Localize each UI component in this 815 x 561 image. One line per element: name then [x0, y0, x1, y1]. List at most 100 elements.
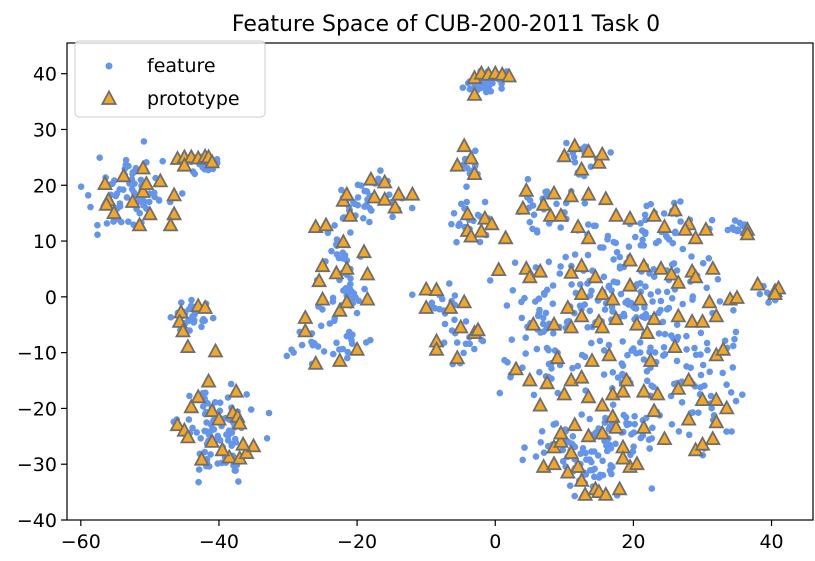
prototype-point: [428, 281, 445, 297]
prototype-point: [174, 322, 192, 338]
prototype-point: [563, 444, 580, 460]
feature-point: [625, 243, 633, 250]
prototype-point: [666, 201, 683, 217]
prototype-point: [642, 352, 659, 367]
feature-point: [679, 245, 687, 253]
feature-point: [563, 139, 570, 147]
feature-point: [632, 305, 640, 312]
feature-point: [697, 384, 704, 391]
feature-point: [451, 316, 458, 324]
feature-point: [600, 273, 608, 281]
prototype-point: [670, 307, 687, 323]
prototype-point: [618, 371, 635, 387]
feature-point: [360, 215, 367, 222]
feature-point: [683, 332, 690, 340]
legend-box: [74, 40, 266, 118]
prototype-point: [701, 293, 718, 309]
prototype-point: [473, 222, 490, 238]
feature-point: [605, 341, 613, 349]
feature-point: [536, 368, 543, 376]
feature-point: [283, 352, 291, 360]
feature-point: [317, 322, 325, 330]
prototype-point: [521, 268, 538, 284]
prototype-point: [677, 221, 694, 236]
feature-point: [708, 216, 716, 224]
prototype-point: [580, 388, 597, 404]
prototype-point: [680, 410, 697, 426]
feature-point: [616, 265, 624, 272]
prototype-point: [656, 430, 673, 446]
prototype-point: [545, 315, 563, 331]
feature-point: [344, 348, 352, 356]
prototype-point: [335, 233, 352, 249]
feature-point: [453, 238, 460, 246]
prototype-point: [704, 430, 721, 446]
feature-point: [648, 435, 656, 442]
feature-point: [631, 413, 638, 420]
feature-point: [577, 281, 584, 288]
feature-point: [654, 288, 662, 295]
feature-point: [651, 349, 659, 356]
feature-point: [699, 361, 707, 369]
prototype-point: [611, 480, 628, 496]
feature-point: [661, 330, 669, 338]
feature-point: [703, 339, 711, 347]
feature-point: [110, 218, 117, 225]
feature-point: [366, 204, 374, 212]
feature-point: [451, 292, 459, 299]
feature-point: [199, 317, 206, 325]
feature-point: [197, 435, 204, 442]
feature-point: [534, 312, 542, 320]
feature-point: [719, 369, 726, 377]
prototype-point: [552, 207, 569, 222]
feature-point: [574, 362, 582, 370]
feature-point: [569, 364, 576, 372]
points-layer: [77, 64, 787, 501]
feature-point: [235, 478, 242, 485]
feature-point: [186, 392, 193, 400]
prototype-point: [418, 299, 435, 314]
feature-point: [603, 447, 611, 455]
feature-point: [631, 420, 638, 428]
feature-point: [178, 299, 185, 306]
prototype-point: [601, 346, 618, 362]
prototype-point: [556, 385, 573, 401]
feature-point: [167, 314, 175, 321]
feature-point: [446, 280, 453, 287]
feature-point: [353, 309, 361, 317]
prototype-point: [214, 441, 231, 457]
prototype-point: [614, 382, 632, 398]
feature-point: [640, 356, 648, 363]
prototype-point: [694, 391, 711, 407]
feature-point: [538, 428, 546, 435]
feature-point: [232, 467, 239, 474]
feature-point: [550, 330, 557, 337]
prototype-point: [652, 260, 670, 275]
feature-point: [609, 369, 617, 376]
prototype-point: [556, 147, 573, 163]
feature-point: [87, 203, 94, 211]
feature-point: [366, 218, 373, 226]
prototype-point: [359, 290, 376, 306]
feature-point: [247, 406, 255, 413]
prototype-point: [162, 216, 179, 232]
feature-point: [530, 211, 538, 219]
feature-point: [728, 428, 735, 435]
feature-point: [118, 218, 125, 226]
feature-point: [557, 224, 564, 231]
feature-point: [214, 460, 221, 467]
feature-point: [496, 389, 504, 397]
prototype-point: [539, 374, 556, 390]
feature-point: [609, 401, 617, 409]
prototype-point: [580, 229, 597, 245]
feature-point: [668, 295, 676, 302]
prototype-point: [483, 215, 500, 231]
feature-point: [457, 200, 465, 208]
prototype-point: [628, 455, 645, 471]
legend-feature-label: feature: [147, 55, 216, 77]
y-tick-label: 0: [45, 287, 57, 309]
feature-point: [521, 444, 528, 451]
prototype-point: [573, 285, 590, 301]
prototype-point: [418, 280, 435, 296]
feature-point: [706, 368, 713, 376]
